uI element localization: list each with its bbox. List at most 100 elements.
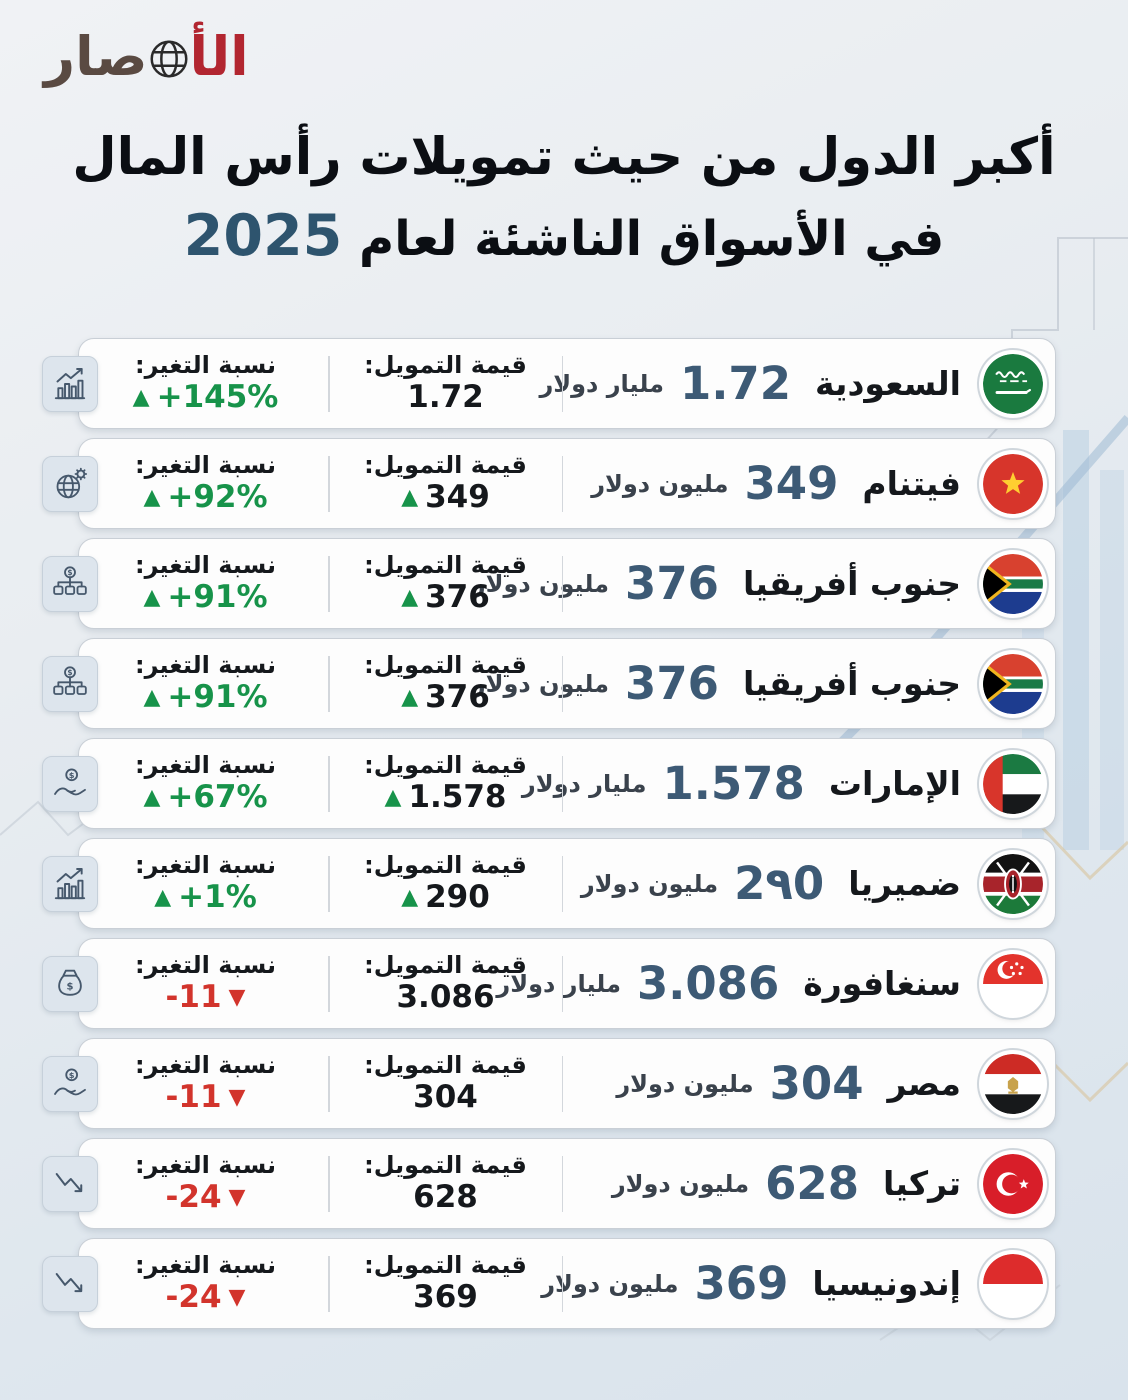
column-divider	[328, 655, 330, 712]
flag-turkey	[983, 1153, 1043, 1214]
funding-label: قيمة التمويل:	[364, 951, 527, 980]
change-value: ▲ -24 ▼	[166, 1280, 246, 1316]
column-divider	[328, 355, 330, 412]
funding-column: قيمة التمويل: ▲ 304	[340, 1051, 552, 1116]
headline-number: 1.72	[680, 357, 792, 410]
headline-number: 2٩0	[734, 857, 825, 910]
funding-number: 369	[413, 1279, 478, 1316]
country-row: تركيا 628 مليون دولار قيمة التمويل: ▲ 62…	[0, 1138, 1128, 1229]
globe-gear-icon	[42, 455, 98, 512]
funding-value: ▲ 628	[413, 1180, 478, 1216]
up-arrow-icon: ▲	[132, 384, 150, 410]
column-divider	[328, 855, 330, 912]
change-value: ▲ +1% ▼	[154, 880, 257, 916]
headline-unit: مليار دولار	[521, 769, 647, 798]
money-bag-icon	[42, 955, 98, 1012]
funding-value: ▲ 376	[401, 680, 490, 716]
up-arrow-icon: ▲	[143, 784, 161, 810]
country-card: السعودية 1.72 مليار دولار قيمة التمويل: …	[78, 338, 1056, 429]
column-divider	[561, 755, 563, 812]
flag-kenya	[983, 853, 1043, 914]
headline-value: 1.72 مليار دولار	[539, 357, 805, 410]
headline-number: 369	[694, 1257, 789, 1310]
column-divider	[561, 855, 563, 912]
headline-value: 628 مليون دولار	[573, 1157, 873, 1210]
column-divider	[561, 955, 563, 1012]
funding-value: ▲ 304	[413, 1080, 478, 1116]
column-divider	[561, 355, 563, 412]
funding-number: 304	[413, 1079, 478, 1116]
change-value: ▲ -11 ▼	[166, 1080, 246, 1116]
country-card: فيتنام 349 مليون دولار قيمة التمويل: ▲ 3…	[78, 438, 1056, 529]
change-number: +91%	[167, 679, 268, 716]
title-line-1: أكبر الدول من حيث تمويلات رأس المال	[72, 128, 1056, 187]
funding-number: 628	[413, 1179, 478, 1216]
country-name: السعودية	[815, 364, 961, 403]
funding-value: ▲ 3.086	[396, 980, 494, 1016]
bar-chart-up-icon	[42, 855, 98, 912]
headline-value: 1.578 مليار دولار	[522, 757, 819, 810]
funding-number: 349	[425, 479, 490, 516]
funding-number: 3.086	[396, 979, 495, 1016]
trend-down-icon	[42, 1155, 98, 1212]
country-row: الإمارات 1.578 مليار دولار قيمة التمويل:…	[0, 738, 1128, 829]
up-arrow-icon: ▲	[154, 884, 172, 910]
column-divider	[561, 1155, 563, 1212]
funding-label: قيمة التمويل:	[364, 751, 527, 780]
funding-column: قيمة التمويل: ▲ 349	[340, 451, 552, 516]
change-value: ▲ +92% ▼	[143, 480, 267, 516]
change-label: نسبة التغير:	[134, 651, 277, 680]
headline-unit: مليون دولار	[616, 1069, 754, 1098]
headline-unit: مليون دولار	[580, 869, 719, 898]
headline-number: 349	[744, 457, 839, 510]
change-column: نسبة التغير: ▲ -11 ▼	[93, 1051, 318, 1116]
funding-label: قيمة التمويل:	[364, 551, 527, 580]
change-number: -11	[165, 979, 222, 1016]
funding-column: قيمة التمويل: ▲ 1.72	[340, 351, 552, 416]
change-column: نسبة التغير: ▲ +91% ▼	[93, 551, 318, 616]
change-number: +67%	[167, 779, 268, 816]
headline-number: 628	[765, 1157, 860, 1210]
country-name: فيتنام	[862, 464, 961, 503]
headline-number: 1.578	[662, 757, 805, 810]
funding-column: قيمة التمويل: ▲ 628	[340, 1151, 552, 1216]
country-card: جنوب أفريقيا 376 مليون دولار قيمة التموي…	[78, 638, 1056, 729]
funding-label: قيمة التمويل:	[364, 651, 527, 680]
change-value: ▲ +91% ▼	[143, 580, 267, 616]
country-card: مصر 304 مليون دولار قيمة التمويل: ▲ 304 …	[78, 1038, 1056, 1129]
headline-unit: مليار دولار	[496, 969, 621, 998]
funding-column: قيمة التمويل: ▲ 290	[340, 851, 552, 916]
hand-coin-icon	[42, 755, 98, 812]
down-arrow-icon: ▼	[228, 1284, 246, 1310]
column-divider	[328, 955, 330, 1012]
change-label: نسبة التغير:	[134, 451, 277, 480]
country-card: ضميريا 2٩0 مليون دولار قيمة التمويل: ▲ 2…	[78, 838, 1056, 929]
flag-vietnam	[983, 453, 1043, 514]
change-column: نسبة التغير: ▲ +1% ▼	[93, 851, 318, 916]
up-arrow-icon: ▲	[401, 684, 419, 710]
title-line-2: في الأسواق الناشئة لعام 2025	[183, 203, 945, 269]
column-divider	[328, 1155, 330, 1212]
change-value: ▲ -11 ▼	[166, 980, 246, 1016]
headline-unit: مليون دولار	[591, 469, 729, 498]
country-name: جنوب أفريقيا	[742, 564, 961, 603]
country-row: إندونيسيا 369 مليون دولار قيمة التمويل: …	[0, 1238, 1128, 1329]
money-distribution-icon	[42, 555, 98, 612]
change-label: نسبة التغير:	[134, 851, 277, 880]
flag-united-arab-emirates	[983, 753, 1043, 814]
headline-value: 304 مليون دولار	[573, 1057, 878, 1110]
headline-number: 3.086	[636, 957, 780, 1010]
funding-label: قيمة التمويل:	[364, 1251, 527, 1280]
country-name: جنوب أفريقيا	[742, 664, 961, 703]
change-number: +92%	[167, 479, 268, 516]
up-arrow-icon: ▲	[143, 584, 161, 610]
change-number: -24	[165, 1279, 222, 1316]
country-card: تركيا 628 مليون دولار قيمة التمويل: ▲ 62…	[78, 1138, 1056, 1229]
down-arrow-icon: ▼	[228, 1084, 246, 1110]
change-column: نسبة التغير: ▲ -11 ▼	[93, 951, 318, 1016]
change-number: +145%	[156, 379, 279, 416]
column-divider	[561, 1055, 563, 1112]
headline-value: 2٩0 مليون دولار	[573, 857, 838, 910]
country-name: ضميريا	[848, 864, 961, 903]
flag-egypt	[983, 1053, 1043, 1114]
